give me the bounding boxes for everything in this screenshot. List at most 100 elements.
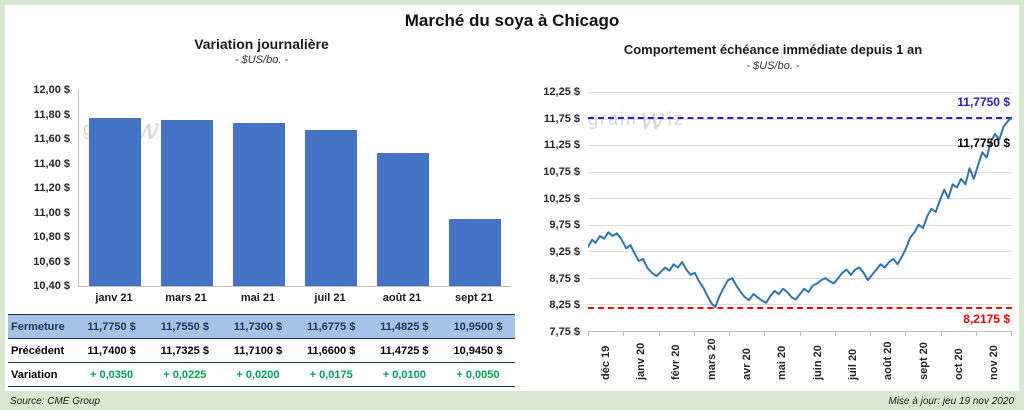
category-label: janv 21 xyxy=(95,292,133,304)
cell-precedent: 10,9450 $ xyxy=(453,344,503,357)
month-label: nov 20 xyxy=(988,345,1001,380)
month-label: juil 20 xyxy=(847,348,859,380)
month-label: févr 20 xyxy=(670,344,683,380)
month-label: juin 20 xyxy=(811,345,824,380)
gridline xyxy=(588,171,1012,173)
daily-variation-panel: Variation journalière - $US/bo. - 12,00 … xyxy=(8,36,515,388)
cell-fermeture: 11,7750 $ xyxy=(87,320,136,333)
bar-slot xyxy=(151,90,223,286)
right-y-axis: 12,25 $11,75 $11,25 $10,75 $10,25 $9,75 … xyxy=(543,86,580,338)
cell-fermeture: 11,7550 $ xyxy=(160,320,209,333)
cell-precedent: 11,4725 $ xyxy=(380,344,429,357)
month-label: déc 19 xyxy=(599,345,612,380)
gridlines xyxy=(588,92,1012,332)
row-label-precedent: Précédent xyxy=(11,344,65,357)
source-note: Source: CME Group xyxy=(10,396,101,407)
cell-fermeture: 11,4825 $ xyxy=(380,320,429,333)
x-tick-mark xyxy=(623,332,625,336)
left-chart-subtitle: - $US/bo. - xyxy=(234,54,289,66)
price-table: Fermeture 11,7750 $ 11,7550 $ 11,7300 $ 11,6… xyxy=(8,314,515,387)
category-label: mai 21 xyxy=(240,292,276,304)
gridline xyxy=(588,92,1012,93)
cell-precedent: 11,7325 $ xyxy=(160,344,209,357)
front-month-panel: Comportement échéance immédiate depuis 1… xyxy=(524,36,1022,396)
bar xyxy=(449,218,501,286)
left-x-axis: janv 21 mars 21 mai 21 juil 21 août 21 sept 2… xyxy=(78,292,510,304)
month-label: mars 20 xyxy=(705,338,718,380)
cell-variation: + 0,0200 xyxy=(236,368,280,381)
x-tick-mark xyxy=(693,332,695,336)
cell-fermeture: 11,6775 $ xyxy=(306,320,356,333)
bar-slot xyxy=(439,90,511,286)
price-table-body: Fermeture 11,7750 $ 11,7550 $ 11,7300 $ 11,6… xyxy=(8,314,515,387)
page-title: Marché du soya à Chicago xyxy=(404,11,620,30)
month-label: sept 20 xyxy=(917,342,930,380)
month-label: avr 20 xyxy=(741,348,753,380)
category-label: juil 21 xyxy=(314,292,346,304)
table-row-precedent: Précédent 11,7400 $ 11,7325 $ 11,7100 $ 11,6… xyxy=(8,338,515,363)
table-row-variation: Variation + 0,0350 + 0,0225 + 0,0200 + 0,017… xyxy=(8,362,515,387)
cell-precedent: 11,7400 $ xyxy=(87,344,136,357)
month-label: janv 20 xyxy=(635,342,647,380)
category-label: mars 21 xyxy=(165,292,207,304)
right-chart-title: Comportement échéance immédiate depuis 1… xyxy=(623,42,923,57)
bar xyxy=(89,117,141,286)
cell-precedent: 11,6600 $ xyxy=(306,344,356,357)
gridline xyxy=(588,251,1012,253)
x-tick-mark xyxy=(905,332,907,336)
x-tick-mark xyxy=(975,332,977,336)
left-chart-title: Variation journalière xyxy=(194,36,329,52)
gridline xyxy=(588,224,1012,226)
bar xyxy=(305,129,357,286)
row-label-fermeture: Fermeture xyxy=(11,320,65,333)
table-row-fermeture: Fermeture 11,7750 $ 11,7550 $ 11,7300 $ 11,6… xyxy=(8,314,515,339)
bar xyxy=(233,123,285,286)
update-note: Mise à jour: jeu 19 nov 2020 xyxy=(888,396,1014,407)
x-tick-mark xyxy=(834,332,836,336)
ref-line-high xyxy=(588,117,1012,120)
gridline xyxy=(588,304,1012,306)
bar-slot xyxy=(223,90,295,286)
x-tick-mark xyxy=(1011,332,1012,336)
gridline xyxy=(588,198,1012,200)
row-label-variation: Variation xyxy=(11,368,58,381)
cell-precedent: 11,7100 $ xyxy=(233,344,283,357)
cell-fermeture: 11,7300 $ xyxy=(233,320,283,333)
cell-variation: + 0,0350 xyxy=(90,368,134,381)
cell-variation: + 0,0100 xyxy=(382,368,426,381)
cell-fermeture: 10,9500 $ xyxy=(453,320,503,333)
bar xyxy=(377,153,429,286)
bar-series xyxy=(79,90,511,286)
cell-variation: + 0,0050 xyxy=(456,368,500,381)
month-label: août 20 xyxy=(882,341,895,380)
gridline xyxy=(588,277,1012,279)
bar-slot xyxy=(79,90,151,286)
gridline xyxy=(588,330,1012,332)
ref-line-low xyxy=(588,307,1012,310)
x-tick-mark xyxy=(658,332,660,336)
low-price-label: 8,2175 $ xyxy=(963,312,1010,326)
category-label: sept 21 xyxy=(455,292,493,304)
left-y-axis: 12,00 $11,80 $11,60 $11,40 $11,20 $11,00… xyxy=(33,84,70,292)
x-tick-mark xyxy=(588,332,589,336)
category-label: août 21 xyxy=(382,292,422,304)
cell-variation: + 0,0175 xyxy=(309,368,353,381)
price-line-chart xyxy=(588,116,1012,309)
month-label: mai 20 xyxy=(776,345,789,380)
cell-variation: + 0,0225 xyxy=(163,368,207,381)
x-tick-mark xyxy=(764,332,766,336)
x-tick-mark xyxy=(940,332,942,336)
month-label: oct 20 xyxy=(953,348,965,380)
x-tick-marks xyxy=(588,332,1012,336)
right-chart-subtitle: - $US/bo. - xyxy=(746,60,800,72)
gridline xyxy=(588,145,1012,147)
bar xyxy=(161,120,213,286)
last-price-label: 11,7750 $ xyxy=(957,136,1010,150)
x-tick-mark xyxy=(870,332,871,336)
bar-slot xyxy=(295,90,367,286)
x-tick-mark xyxy=(799,332,801,336)
bar-slot xyxy=(367,90,439,286)
high-price-label: 11,7750 $ xyxy=(957,95,1010,109)
